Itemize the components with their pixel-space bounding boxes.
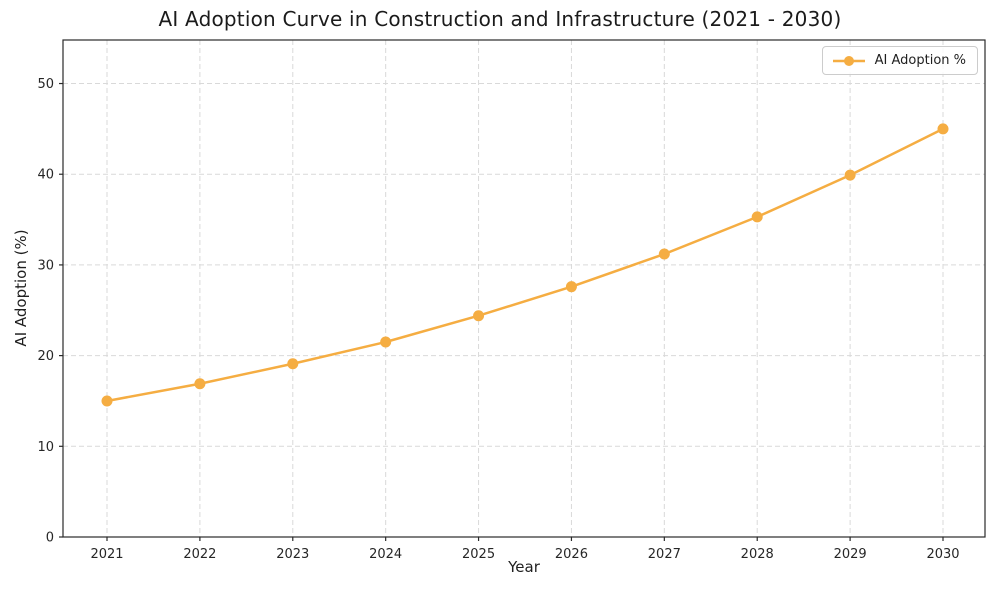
x-tick-label: 2021	[90, 547, 123, 562]
x-axis-label: Year	[508, 558, 540, 576]
y-tick-label: 40	[37, 168, 54, 183]
legend-label: AI Adoption %	[874, 53, 966, 68]
legend: AI Adoption %	[821, 46, 978, 75]
x-tick-label: 2024	[369, 547, 402, 562]
x-tick-label: 2027	[648, 547, 681, 562]
data-point	[658, 248, 670, 260]
x-tick-label: 2022	[183, 547, 216, 562]
axes-spines	[62, 39, 986, 538]
x-tick-label: 2029	[834, 547, 867, 562]
data-point	[751, 211, 763, 223]
y-tick-label: 50	[37, 77, 54, 92]
x-tick-label: 2025	[462, 547, 495, 562]
x-tick-label: 2030	[926, 547, 959, 562]
data-point	[287, 358, 299, 370]
y-tick-label: 0	[46, 531, 54, 546]
y-axis-label: AI Adoption (%)	[12, 229, 30, 347]
y-tick-label: 20	[37, 349, 54, 364]
data-line	[105, 127, 945, 403]
x-tick-label: 2028	[741, 547, 774, 562]
x-tick-label: 2026	[555, 547, 588, 562]
y-tick-label: 30	[37, 258, 54, 273]
data-point	[194, 378, 206, 390]
legend-line-marker-icon	[832, 55, 865, 66]
data-point	[101, 395, 113, 407]
y-tick-label: 10	[37, 440, 54, 455]
legend-marker	[843, 55, 854, 66]
x-tick-label: 2023	[276, 547, 309, 562]
data-point	[565, 281, 577, 293]
data-point	[937, 123, 949, 135]
data-point	[844, 169, 856, 181]
data-point	[380, 336, 392, 348]
data-point	[473, 310, 485, 322]
chart-title: AI Adoption Curve in Construction and In…	[158, 7, 842, 31]
